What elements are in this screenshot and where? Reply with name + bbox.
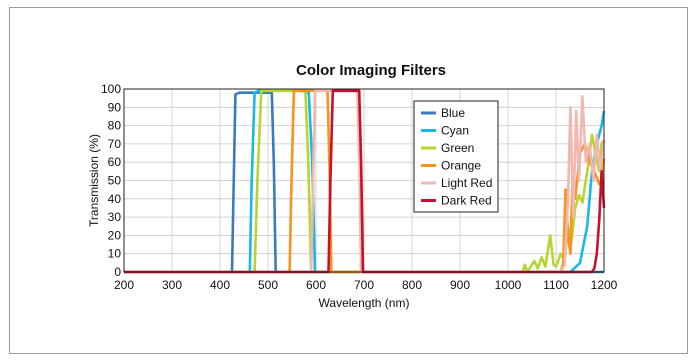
legend-label: Blue	[441, 106, 465, 120]
x-tick-label: 300	[162, 278, 182, 292]
chart-title: Color Imaging Filters	[296, 62, 446, 79]
x-tick-label: 1000	[495, 278, 522, 292]
legend-label: Green	[441, 141, 474, 155]
y-tick-label: 10	[108, 247, 122, 261]
legend: Blue Cyan Green Orange Light Red Dark Red	[413, 100, 499, 213]
x-tick-label: 200	[114, 278, 134, 292]
y-tick-label: 60	[108, 155, 122, 169]
y-tick-label: 100	[101, 82, 121, 96]
x-tick-label: 700	[354, 278, 374, 292]
y-axis-label: Transmission (%)	[87, 134, 101, 227]
series-lines	[124, 89, 606, 274]
legend-label: Orange	[441, 159, 481, 173]
x-tick-label: 800	[402, 278, 422, 292]
y-tick-label: 70	[108, 137, 122, 151]
x-tick-label: 1100	[543, 278, 569, 292]
x-tick-label: 1200	[591, 278, 618, 292]
grid	[123, 88, 605, 273]
y-tick-label: 40	[108, 192, 122, 206]
legend-label: Dark Red	[441, 194, 492, 208]
legend-label: Light Red	[441, 176, 492, 190]
x-tick-label: 900	[450, 278, 470, 292]
y-tick-label: 20	[108, 228, 122, 242]
y-tick-labels: 0 10 20 30 40 50 60 70 80 90 100	[101, 82, 121, 279]
series-line-dark-red	[124, 89, 606, 274]
legend-label: Cyan	[441, 124, 469, 138]
x-axis-label: Wavelength (nm)	[319, 296, 410, 310]
y-tick-label: 50	[108, 174, 122, 188]
y-tick-label: 80	[108, 119, 122, 133]
x-tick-label: 500	[258, 278, 278, 292]
x-tick-labels: 200 300 400 500 600 700 800 900 1000 1100 1200	[114, 278, 618, 292]
legend-box	[413, 100, 499, 213]
y-tick-label: 0	[114, 265, 121, 279]
plot-border	[123, 88, 605, 273]
x-tick-label: 600	[306, 278, 326, 292]
y-tick-label: 30	[108, 210, 122, 224]
y-tick-label: 90	[108, 100, 122, 114]
series-line-light-red	[124, 89, 606, 274]
x-tick-label: 400	[210, 278, 230, 292]
